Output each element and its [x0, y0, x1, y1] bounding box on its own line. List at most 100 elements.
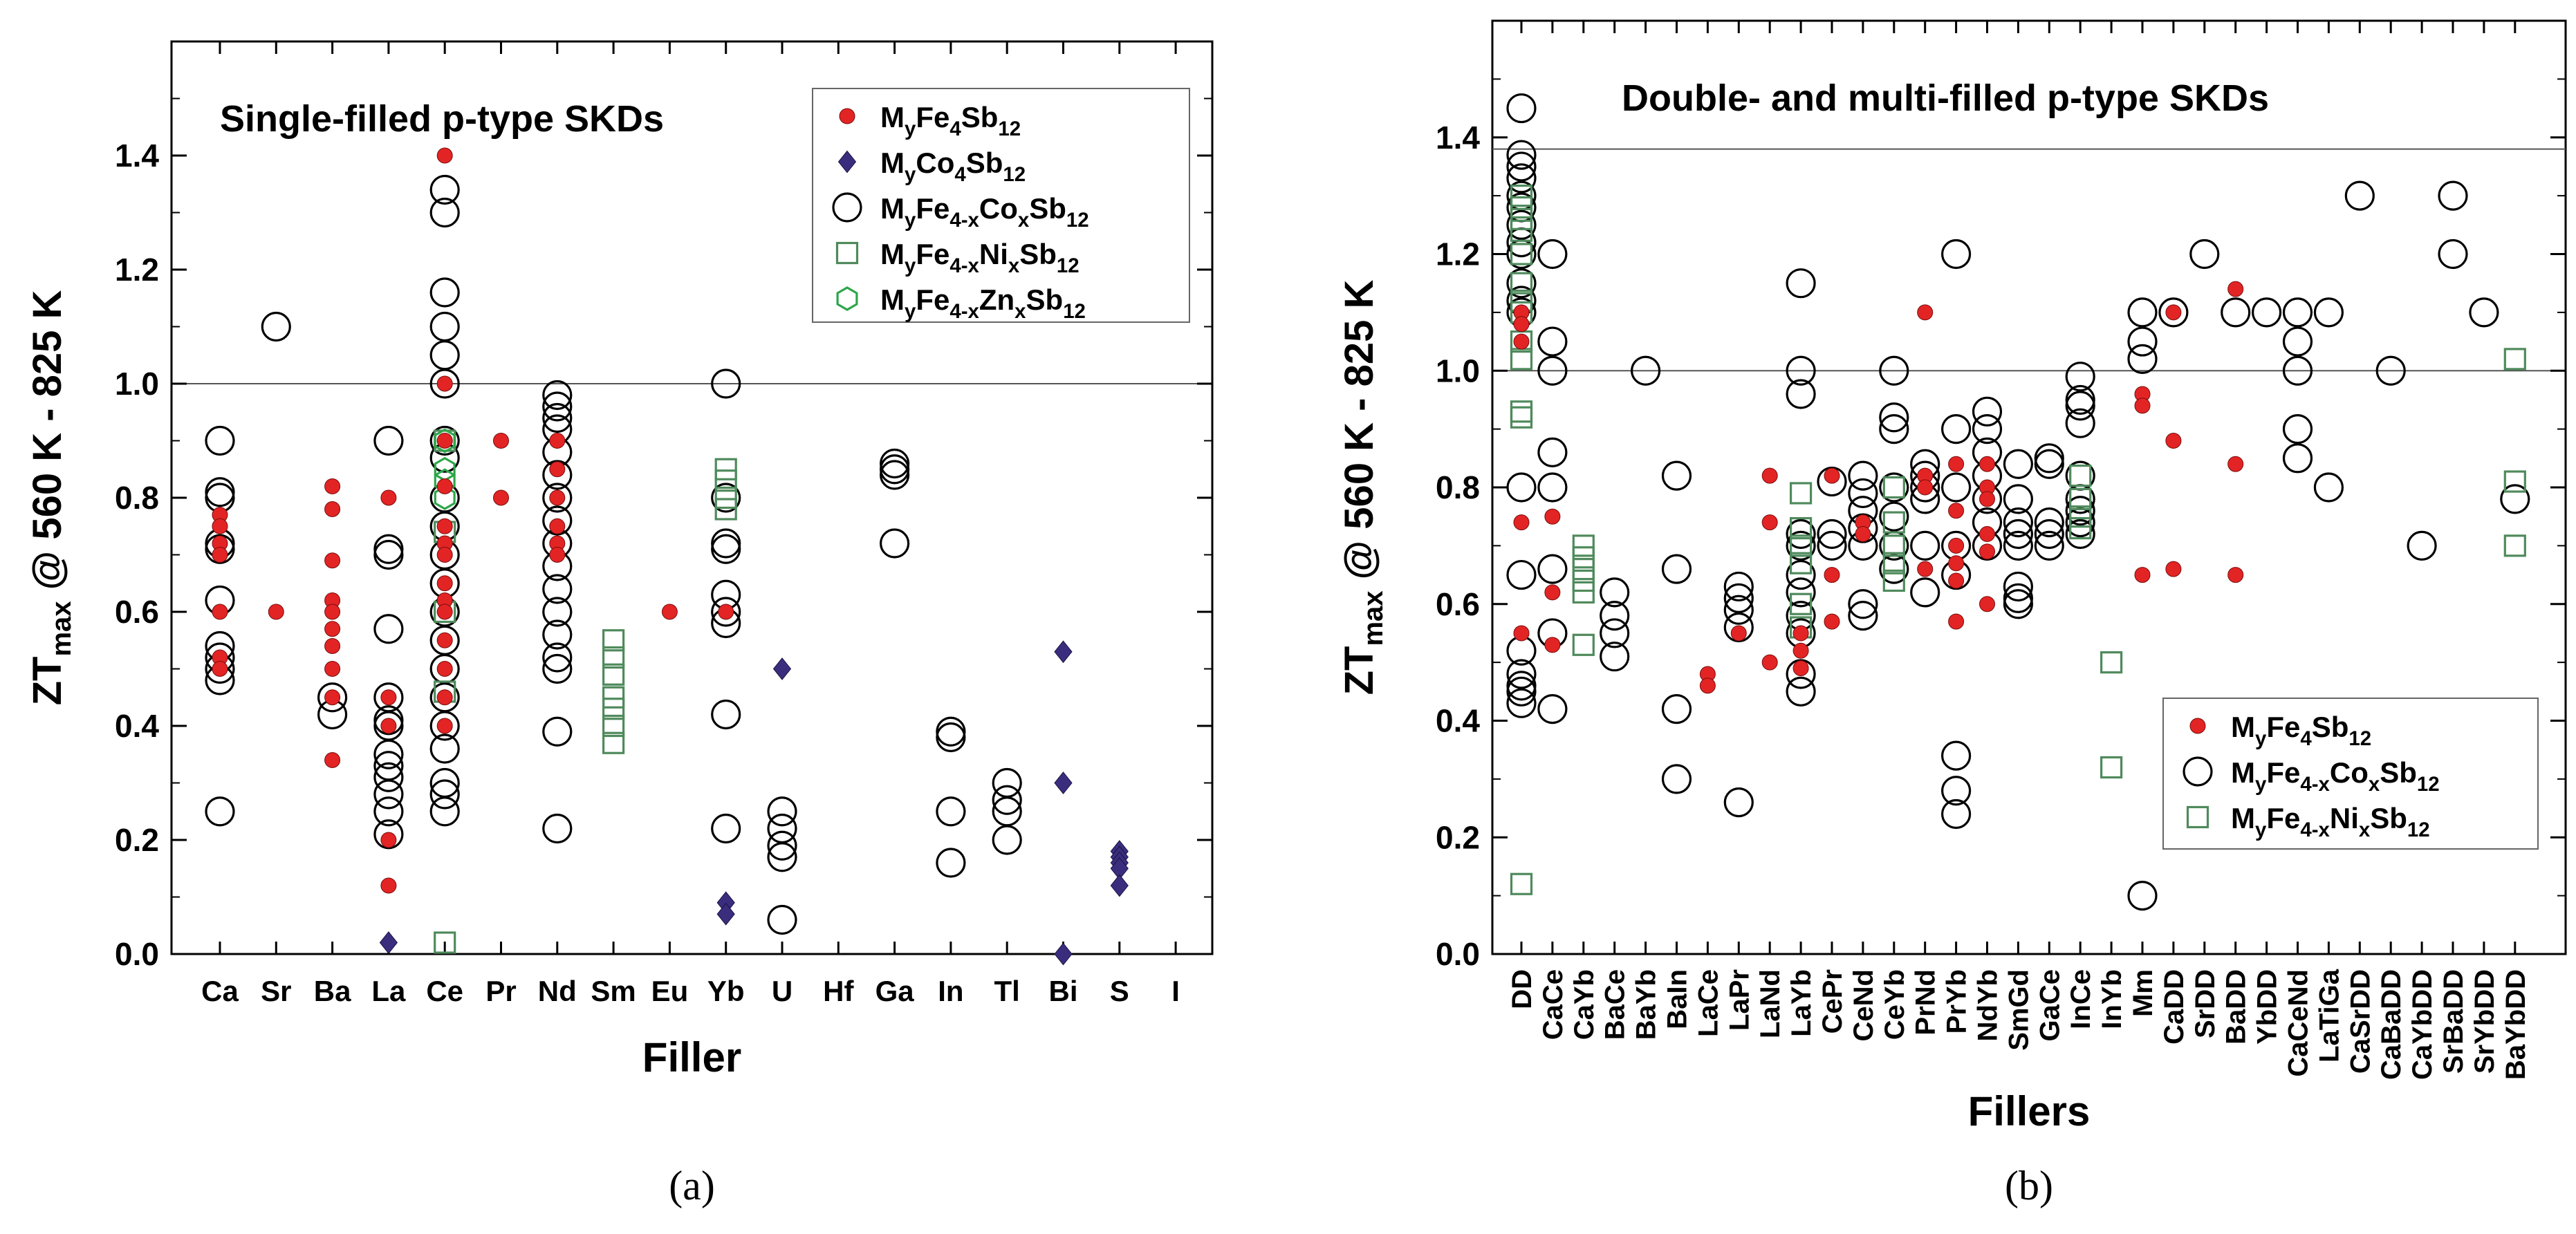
b-point-mm — [2127, 297, 2158, 328]
b-point-ndyb — [1979, 491, 1995, 507]
a-point-ce — [429, 368, 460, 399]
b-point-bayb — [1631, 355, 1661, 386]
a-point-nd — [549, 489, 566, 506]
a-panel-label: (a) — [669, 1163, 715, 1208]
b-xtick-label-cayb: CaYb — [1569, 969, 1600, 1040]
a-ytick-label: 1.4 — [115, 138, 159, 174]
b-point-pryb — [1941, 798, 1972, 830]
a-point-nd — [542, 402, 573, 433]
b-point-lapr — [1723, 571, 1754, 602]
a-point-nd — [549, 433, 566, 449]
b-point-layb — [1786, 530, 1816, 561]
a-point-nd — [542, 574, 573, 604]
b-point-dd — [1506, 163, 1537, 194]
a-point-sr — [261, 311, 291, 342]
a-point-ce — [436, 547, 453, 563]
a-point-ce — [429, 311, 460, 342]
b-xtick-label-casrdd: CaSrDD — [2345, 969, 2375, 1074]
a-chart-title: Single-filled p-type SKDs — [220, 98, 664, 140]
b-xtick-label-mm: Mm — [2128, 969, 2158, 1017]
b-legend-label-2: MyFe4-xNixSb12 — [2231, 802, 2430, 841]
a-xtick-label-ca: Ca — [201, 975, 239, 1007]
b-xtick-label-srybdd: SrYbDD — [2470, 969, 2500, 1074]
a-point-ca — [205, 534, 235, 564]
b-point-smgd — [2003, 507, 2033, 538]
a-legend-box — [812, 88, 1190, 323]
b-xtick-label-caybdd: CaYbDD — [2407, 969, 2438, 1080]
b-point-land — [1761, 514, 1778, 531]
a-point-sm — [602, 714, 625, 738]
b-point-mm — [2127, 881, 2158, 911]
a-point-nd — [542, 642, 573, 673]
b-point-cayb — [1572, 546, 1595, 569]
b-point-dd — [1506, 671, 1537, 701]
a-point-sm — [602, 686, 625, 709]
a-xtick-label-eu: Eu — [651, 975, 689, 1007]
b-point-ince — [2065, 518, 2095, 550]
a-point-la — [379, 931, 398, 954]
a-point-in — [936, 796, 966, 827]
b-point-bain — [1661, 554, 1692, 584]
b-point-bace — [1600, 642, 1630, 672]
b-point-cace — [1537, 554, 1568, 584]
a-point-in — [936, 722, 966, 753]
b-point-casrdd — [2344, 180, 2375, 211]
b-point-latiga — [2313, 472, 2344, 503]
b-point-ybdd — [2252, 297, 2282, 328]
a-point-la — [373, 762, 404, 792]
a-point-la — [380, 689, 397, 706]
a-point-la — [373, 534, 404, 564]
a-point-ce — [434, 485, 456, 510]
b-point-cadd — [2165, 433, 2182, 449]
a-point-la — [373, 796, 404, 827]
b-point-dd — [1506, 688, 1537, 718]
b-point-layb — [1786, 659, 1816, 689]
a-point-ce — [436, 604, 453, 620]
a-point-ce — [429, 425, 460, 456]
b-point-layb — [1786, 559, 1816, 590]
a-point-sm — [602, 731, 625, 754]
b-point-mm — [2134, 398, 2151, 414]
b-point-cace — [1544, 637, 1561, 653]
b-point-ceyb — [1879, 355, 1909, 386]
a-point-in — [936, 716, 966, 747]
a-xtick-label-sr: Sr — [261, 975, 291, 1007]
a-point-yb — [711, 813, 741, 844]
b-xtick-label-pryb: PrYb — [1942, 969, 1972, 1034]
a-point-ce — [436, 433, 453, 449]
b-xtick-label-prnd: PrNd — [1911, 969, 1941, 1036]
b-series-circle-filled — [1513, 281, 2244, 694]
b-point-ceyb — [1882, 511, 1905, 534]
b-ytick-label: 0.2 — [1436, 819, 1480, 855]
a-point-bi — [1054, 640, 1073, 664]
a-point-ce — [436, 147, 453, 164]
a-point-yb — [718, 604, 734, 620]
b-point-ndyb — [1972, 396, 2003, 427]
b-point-bain — [1661, 764, 1692, 794]
a-point-ca — [212, 604, 228, 620]
b-point-dd — [1513, 514, 1530, 531]
a-point-ce — [429, 340, 460, 371]
b-point-ceyb — [1882, 569, 1905, 592]
b-legend-marker-2 — [2186, 805, 2209, 829]
b-point-smgd — [2003, 530, 2033, 561]
a-point-u — [767, 904, 797, 935]
a-point-yb — [716, 902, 735, 926]
b-point-dd — [1510, 185, 1533, 207]
b-point-layb — [1790, 552, 1813, 574]
a-legend-marker-2 — [832, 192, 862, 223]
b-xtick-label-srbadd: SrBaDD — [2438, 969, 2469, 1074]
a-point-ba — [324, 501, 341, 517]
a-point-ce — [429, 796, 460, 827]
a-point-nd — [542, 813, 573, 844]
a-point-ce — [436, 575, 453, 592]
a-point-nd — [549, 518, 566, 534]
a-point-sm — [602, 646, 625, 669]
b-xtick-label-land: LaNd — [1755, 969, 1786, 1038]
b-point-ndyb — [1972, 414, 2003, 445]
a-point-la — [373, 751, 404, 781]
b-point-dd — [1506, 93, 1537, 124]
a-point-nd — [542, 653, 573, 684]
b-point-ceyb — [1879, 414, 1909, 445]
